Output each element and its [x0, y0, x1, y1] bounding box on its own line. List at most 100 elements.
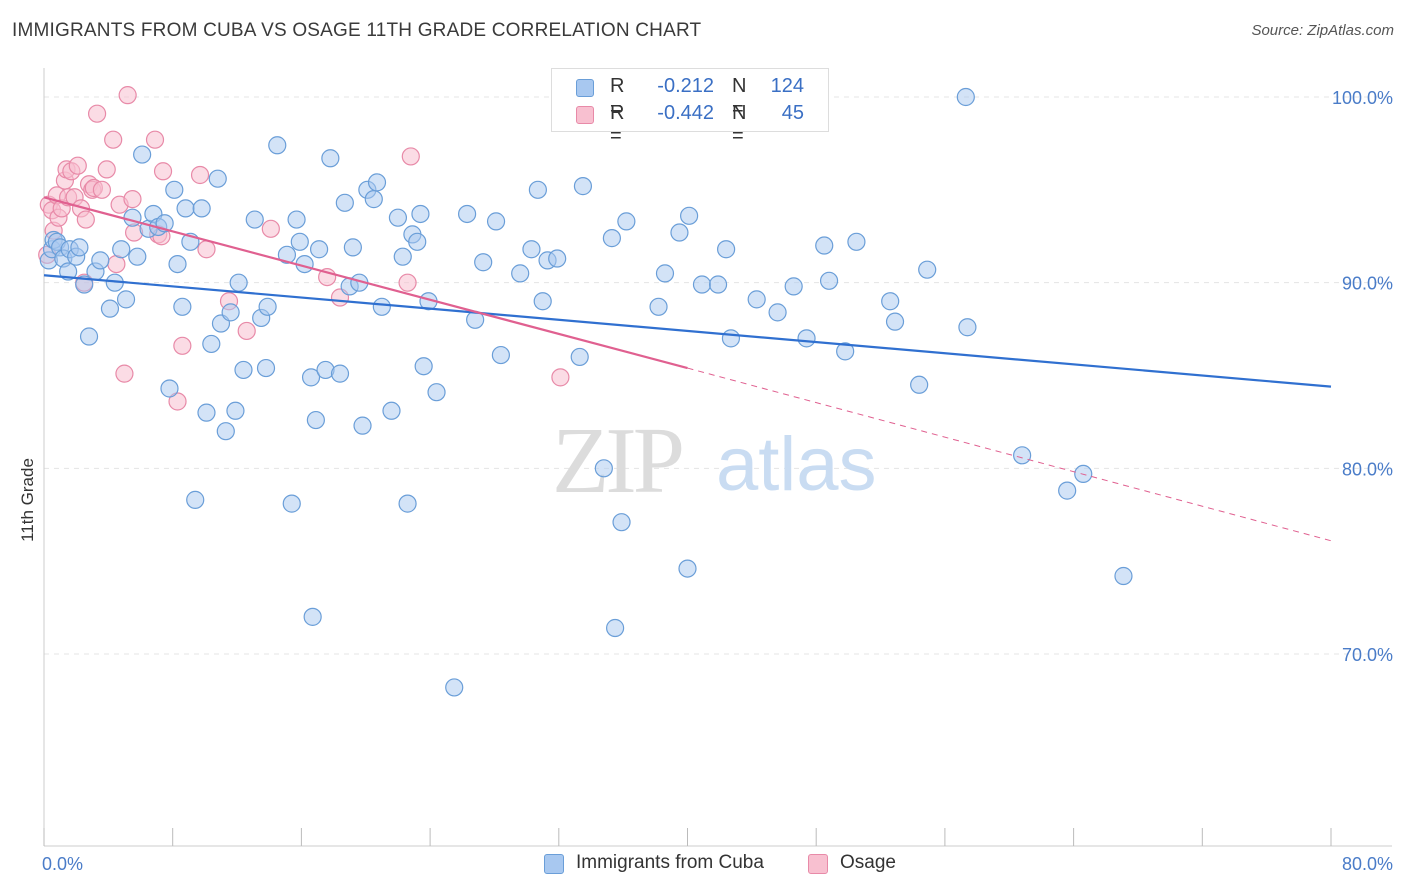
- legend-r-label: R =: [610, 102, 625, 147]
- cuba-point: [1058, 481, 1077, 500]
- cuba-point: [678, 559, 697, 578]
- cuba-point: [303, 607, 322, 626]
- bottom-legend-swatch-osage: [808, 854, 828, 874]
- cuba-point: [427, 383, 446, 402]
- cuba-point: [612, 513, 631, 532]
- cuba-point: [511, 264, 530, 283]
- osage-point: [68, 156, 87, 175]
- osage-point: [97, 160, 116, 179]
- cuba-point: [784, 277, 803, 296]
- series-cuba-points: [39, 87, 1133, 697]
- cuba-point: [168, 255, 187, 274]
- cuba-point: [202, 334, 221, 354]
- cuba-point: [353, 416, 372, 435]
- legend-n-value: 45: [781, 102, 804, 124]
- cuba-point: [491, 345, 510, 365]
- cuba-point: [176, 199, 195, 218]
- cuba-point: [393, 247, 412, 266]
- cuba-point: [335, 193, 354, 212]
- cuba-point: [692, 275, 712, 294]
- osage-point: [118, 86, 137, 105]
- cuba-point: [160, 379, 179, 398]
- cuba-point: [221, 303, 240, 322]
- y-axis-label: 11th Grade: [18, 458, 37, 542]
- osage-point: [145, 130, 165, 149]
- cuba-point: [330, 364, 350, 383]
- cuba-point: [910, 375, 929, 394]
- source-label: Source: ZipAtlas.com: [1251, 22, 1394, 39]
- cuba-point: [79, 327, 99, 346]
- cuba-point: [721, 329, 741, 348]
- cuba-point: [128, 247, 147, 266]
- legend-swatch-cuba: [576, 79, 594, 97]
- watermark-zip: ZIP: [552, 409, 682, 513]
- cuba-point: [116, 290, 136, 309]
- y-tick-label: 100.0%: [1332, 88, 1393, 108]
- osage-point: [104, 130, 123, 149]
- cuba-point: [411, 204, 430, 224]
- osage-point: [87, 104, 107, 123]
- legend-r-value: -0.442: [657, 102, 714, 124]
- osage-trend-line: [43, 196, 688, 370]
- x-tick-label: 80.0%: [1342, 854, 1393, 874]
- x-tick-label: 0.0%: [42, 854, 83, 874]
- chart-title: IMMIGRANTS FROM CUBA VS OSAGE 11TH GRADE…: [12, 20, 702, 41]
- cuba-point: [815, 236, 834, 255]
- cuba-point: [458, 204, 477, 224]
- legend-n-label: N =: [732, 75, 747, 120]
- cuba-point: [165, 180, 184, 199]
- cuba-point: [282, 494, 301, 513]
- y-tick-label: 80.0%: [1342, 459, 1393, 479]
- osage-point: [153, 162, 173, 181]
- cuba-point: [59, 262, 78, 281]
- osage-point: [398, 273, 417, 292]
- bottom-legend-label-osage: Osage: [840, 852, 896, 873]
- cuba-point: [367, 173, 387, 192]
- bottom-legend-label-cuba: Immigrants from Cuba: [576, 852, 764, 873]
- cuba-point: [197, 403, 216, 422]
- legend-swatch-osage: [576, 106, 594, 124]
- osage-point: [76, 210, 95, 229]
- cuba-point: [287, 210, 306, 229]
- cuba-point: [91, 251, 110, 270]
- axes: [43, 68, 1392, 847]
- cuba-point: [956, 87, 975, 107]
- cuba-point: [768, 303, 787, 322]
- y-tick-label: 70.0%: [1342, 645, 1393, 665]
- cuba-point: [570, 347, 589, 367]
- cuba-point: [655, 264, 675, 283]
- cuba-point: [680, 206, 699, 225]
- cuba-point: [522, 240, 541, 259]
- cuba-point: [321, 149, 340, 168]
- cuba-point: [819, 271, 839, 290]
- osage-point: [190, 165, 210, 185]
- cuba-point: [747, 290, 766, 309]
- cuba-point: [258, 297, 277, 316]
- cuba-point: [1013, 446, 1032, 465]
- watermark-atlas: atlas: [716, 422, 877, 507]
- legend-r-value: -0.212: [657, 75, 714, 97]
- cuba-point: [234, 360, 253, 380]
- cuba-point: [717, 240, 736, 259]
- y-tick-label: 90.0%: [1342, 274, 1393, 294]
- cuba-point: [123, 208, 142, 227]
- cuba-point: [192, 199, 211, 218]
- cuba-point: [306, 410, 325, 430]
- cuba-point: [388, 208, 408, 227]
- osage-point: [168, 392, 187, 411]
- osage-point: [551, 368, 570, 387]
- cuba-point: [670, 223, 689, 242]
- cuba-point: [186, 490, 205, 509]
- osage-point: [173, 336, 192, 355]
- osage-point: [401, 147, 420, 166]
- cuba-point: [1114, 566, 1133, 586]
- cuba-point: [594, 459, 613, 478]
- cuba-point: [372, 297, 391, 316]
- osage-trend-extension: [687, 367, 1332, 542]
- cuba-point: [474, 253, 493, 272]
- osage-point: [123, 190, 142, 209]
- osage-point: [92, 180, 112, 199]
- osage-point: [237, 321, 256, 341]
- cuba-point: [364, 190, 383, 209]
